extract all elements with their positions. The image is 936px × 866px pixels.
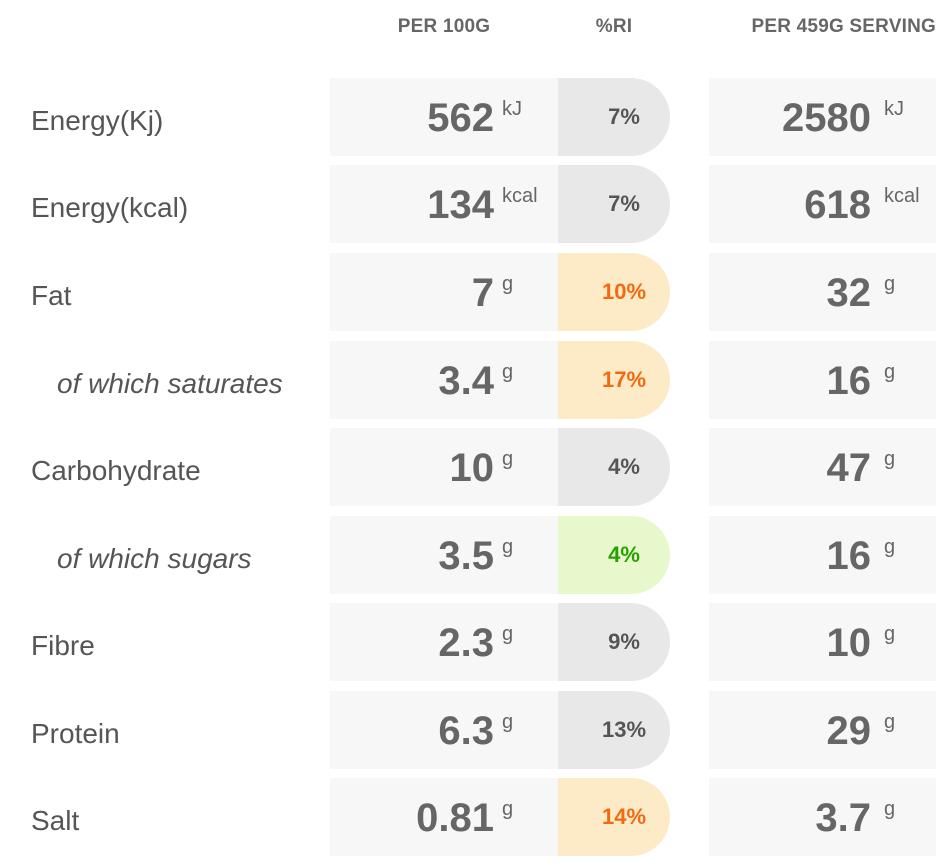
ri-value: 9% (608, 629, 640, 654)
ri-badge: 9% (558, 603, 670, 681)
per-100g-unit: g (502, 361, 514, 383)
per-serving-cell: 618 kcal (709, 165, 936, 243)
per-serving-value: 10 (826, 621, 872, 665)
nutrient-row-sugars: of which sugars 3.5 g 4% 16 g (0, 516, 936, 594)
per-serving-unit: kJ (884, 98, 904, 120)
per-100g-unit: g (502, 711, 514, 733)
per-serving-cell: 16 g (709, 516, 936, 594)
nutrient-row-salt: Salt 0.81 g 14% 3.7 g (0, 778, 936, 856)
header-ri: %RI (595, 16, 633, 37)
per-100g-unit: g (502, 623, 514, 645)
per-100g-value: 10 (449, 446, 495, 490)
per-serving-unit: g (884, 448, 896, 470)
per-100g-unit: g (502, 273, 514, 295)
ri-badge: 7% (558, 78, 670, 156)
per-100g-value: 3.4 (438, 359, 494, 403)
nutrient-label: Fat (31, 280, 72, 311)
per-serving-unit: g (884, 273, 896, 295)
per-100g-value: 7 (471, 271, 494, 315)
nutrient-label: Energy(kcal) (31, 192, 189, 223)
ri-value: 17% (601, 367, 647, 392)
per-serving-value: 47 (826, 446, 872, 490)
per-serving-unit: g (884, 361, 896, 383)
nutrient-label: of which sugars (57, 543, 252, 574)
ri-badge: 7% (558, 165, 670, 243)
ri-badge: 13% (558, 691, 670, 769)
per-100g-cell: 2.3 g (330, 603, 560, 681)
nutrient-row-energy-kcal: Energy(kcal) 134 kcal 7% 618 kcal (0, 165, 936, 243)
nutrient-label: Protein (31, 718, 120, 749)
ri-value: 7% (608, 191, 640, 216)
per-serving-value: 2580 (782, 96, 871, 140)
per-serving-cell: 29 g (709, 691, 936, 769)
per-100g-cell: 6.3 g (330, 691, 560, 769)
per-100g-cell: 3.5 g (330, 516, 560, 594)
per-serving-value: 3.7 (815, 796, 871, 840)
nutrient-row-carbohydrate: Carbohydrate 10 g 4% 47 g (0, 428, 936, 506)
per-serving-unit: kcal (884, 185, 920, 207)
per-serving-unit: g (884, 536, 896, 558)
ri-badge: 10% (558, 253, 670, 331)
per-100g-unit: kJ (502, 98, 522, 120)
per-serving-value: 32 (826, 271, 872, 315)
ri-value: 10% (601, 279, 647, 304)
per-100g-cell: 0.81 g (330, 778, 560, 856)
per-serving-cell: 32 g (709, 253, 936, 331)
per-100g-cell: 562 kJ (330, 78, 560, 156)
per-100g-value: 134 (427, 183, 494, 227)
per-serving-value: 29 (826, 709, 872, 753)
nutrient-label: of which saturates (57, 368, 283, 399)
per-serving-unit: g (884, 711, 896, 733)
per-serving-value: 16 (826, 359, 872, 403)
per-serving-cell: 16 g (709, 341, 936, 419)
nutrient-label: Fibre (31, 630, 95, 661)
per-100g-value: 0.81 (416, 796, 494, 840)
per-100g-value: 3.5 (438, 534, 494, 578)
per-100g-cell: 10 g (330, 428, 560, 506)
ri-value: 13% (601, 717, 647, 742)
ri-badge: 4% (558, 516, 670, 594)
per-serving-cell: 10 g (709, 603, 936, 681)
ri-value: 7% (608, 104, 640, 129)
nutrient-label: Energy(Kj) (31, 105, 164, 136)
per-100g-cell: 134 kcal (330, 165, 560, 243)
per-serving-value: 618 (804, 183, 871, 227)
ri-value: 4% (608, 454, 640, 479)
ri-badge: 14% (558, 778, 670, 856)
per-serving-cell: 3.7 g (709, 778, 936, 856)
ri-value: 14% (601, 804, 647, 829)
nutrient-label: Salt (31, 805, 80, 836)
per-serving-value: 16 (826, 534, 872, 578)
nutrient-row-energy-kj: Energy(Kj) 562 kJ 7% 2580 kJ (0, 78, 936, 156)
per-100g-unit: g (502, 798, 514, 820)
header-per-100g: PER 100G (397, 16, 491, 37)
ri-value: 4% (608, 542, 640, 567)
header-per-serving: PER 459G SERVING (751, 16, 936, 37)
nutrient-row-fat: Fat 7 g 10% 32 g (0, 253, 936, 331)
nutrient-label: Carbohydrate (31, 455, 201, 486)
per-100g-unit: g (502, 448, 514, 470)
per-serving-unit: g (884, 798, 896, 820)
ri-badge: 4% (558, 428, 670, 506)
per-serving-cell: 47 g (709, 428, 936, 506)
nutrient-row-protein: Protein 6.3 g 13% 29 g (0, 691, 936, 769)
per-100g-unit: kcal (502, 185, 538, 207)
per-100g-cell: 3.4 g (330, 341, 560, 419)
per-serving-cell: 2580 kJ (709, 78, 936, 156)
nutrient-row-fibre: Fibre 2.3 g 9% 10 g (0, 603, 936, 681)
ri-badge: 17% (558, 341, 670, 419)
per-100g-value: 562 (427, 96, 494, 140)
per-100g-unit: g (502, 536, 514, 558)
nutrient-row-saturates: of which saturates 3.4 g 17% 16 g (0, 341, 936, 419)
per-100g-value: 6.3 (438, 709, 494, 753)
per-100g-value: 2.3 (438, 621, 494, 665)
per-100g-cell: 7 g (330, 253, 560, 331)
per-serving-unit: g (884, 623, 896, 645)
